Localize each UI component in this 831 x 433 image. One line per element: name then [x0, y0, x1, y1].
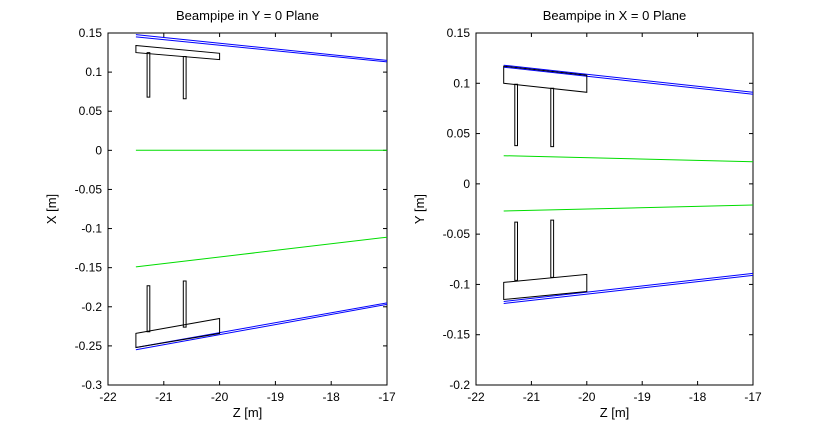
- beampipe-wall-line: [503, 64, 753, 93]
- y-tick-label: -0.2: [449, 378, 470, 392]
- y-tick-label: 0.15: [447, 26, 471, 40]
- y-tick-label: -0.2: [81, 300, 102, 314]
- beam-envelope-line: [135, 236, 387, 268]
- y-tick-label: -0.05: [443, 227, 471, 241]
- x-tick-label: -20: [211, 390, 229, 404]
- support-outline: [503, 273, 588, 301]
- support-outline: [182, 280, 187, 328]
- axes-box: [107, 32, 388, 386]
- beampipe-wall-line: [503, 66, 753, 95]
- x-axis-title: Z [m]: [600, 405, 630, 420]
- beampipe-wall-line: [135, 303, 387, 351]
- y-tick-label: -0.05: [75, 182, 103, 196]
- y-tick-label: -0.1: [449, 277, 470, 291]
- plot-2: -22 -21 -20 -19 -18 -17 0.15 0.1 0.05 0 -0.05 -0.1 -…: [412, 8, 762, 420]
- y-tick-label: -0.15: [443, 328, 471, 342]
- support-outline: [182, 56, 187, 100]
- x-tick-label: -19: [267, 390, 285, 404]
- support-outline: [135, 44, 221, 61]
- x-tick-label: -21: [155, 390, 173, 404]
- beampipe-wall-line: [503, 274, 753, 304]
- series-group: [503, 64, 753, 304]
- x-tick-label: -17: [378, 390, 396, 404]
- y-axis-title: X [m]: [44, 194, 59, 224]
- series-group: [135, 34, 387, 351]
- support-outline: [514, 221, 518, 281]
- y-tick-label: 0: [95, 143, 102, 157]
- x-tick-label: -18: [689, 390, 707, 404]
- beam-envelope-line: [503, 204, 753, 212]
- y-tick-label: -0.1: [81, 222, 102, 236]
- y-tick-label: 0.15: [79, 26, 103, 40]
- y-tick-label: 0.05: [79, 104, 103, 118]
- x-tick-label: -20: [578, 390, 596, 404]
- x-tick-label: -22: [99, 390, 117, 404]
- plot-title: Beampipe in Y = 0 Plane: [176, 8, 319, 23]
- y-tick-label: 0.1: [85, 65, 102, 79]
- plot-title: Beampipe in X = 0 Plane: [543, 8, 686, 23]
- y-tick-label: -0.3: [81, 378, 102, 392]
- x-tick-label: -17: [744, 390, 762, 404]
- beampipe-wall-line: [503, 272, 753, 302]
- y-tick-label: -0.15: [75, 261, 103, 275]
- x-tick-label: -18: [323, 390, 341, 404]
- y-axis-title: Y [m]: [412, 194, 427, 224]
- support-outline: [503, 65, 588, 93]
- beam-envelope-line: [503, 155, 753, 163]
- support-outline: [514, 83, 518, 147]
- support-outline: [135, 317, 221, 349]
- beampipe-wall-line: [135, 36, 387, 63]
- x-tick-label: -21: [523, 390, 541, 404]
- support-outline: [146, 285, 151, 333]
- axes-box: [475, 32, 754, 386]
- support-outline: [550, 219, 555, 278]
- x-tick-label: -22: [467, 390, 485, 404]
- x-tick-label: -19: [634, 390, 652, 404]
- y-tick-label: 0.1: [453, 76, 470, 90]
- support-outline: [550, 87, 555, 148]
- support-outline: [146, 52, 151, 98]
- y-tick-label: -0.25: [75, 339, 103, 353]
- plot-1: -22 -21 -20 -19 -18 -17 0.15 0.1 0.05 0 -0.05 -0.1 -…: [44, 8, 396, 420]
- y-tick-label: 0: [463, 177, 470, 191]
- beampipe-wall-line: [135, 34, 387, 61]
- x-axis-title: Z [m]: [233, 405, 263, 420]
- y-tick-label: 0.05: [447, 127, 471, 141]
